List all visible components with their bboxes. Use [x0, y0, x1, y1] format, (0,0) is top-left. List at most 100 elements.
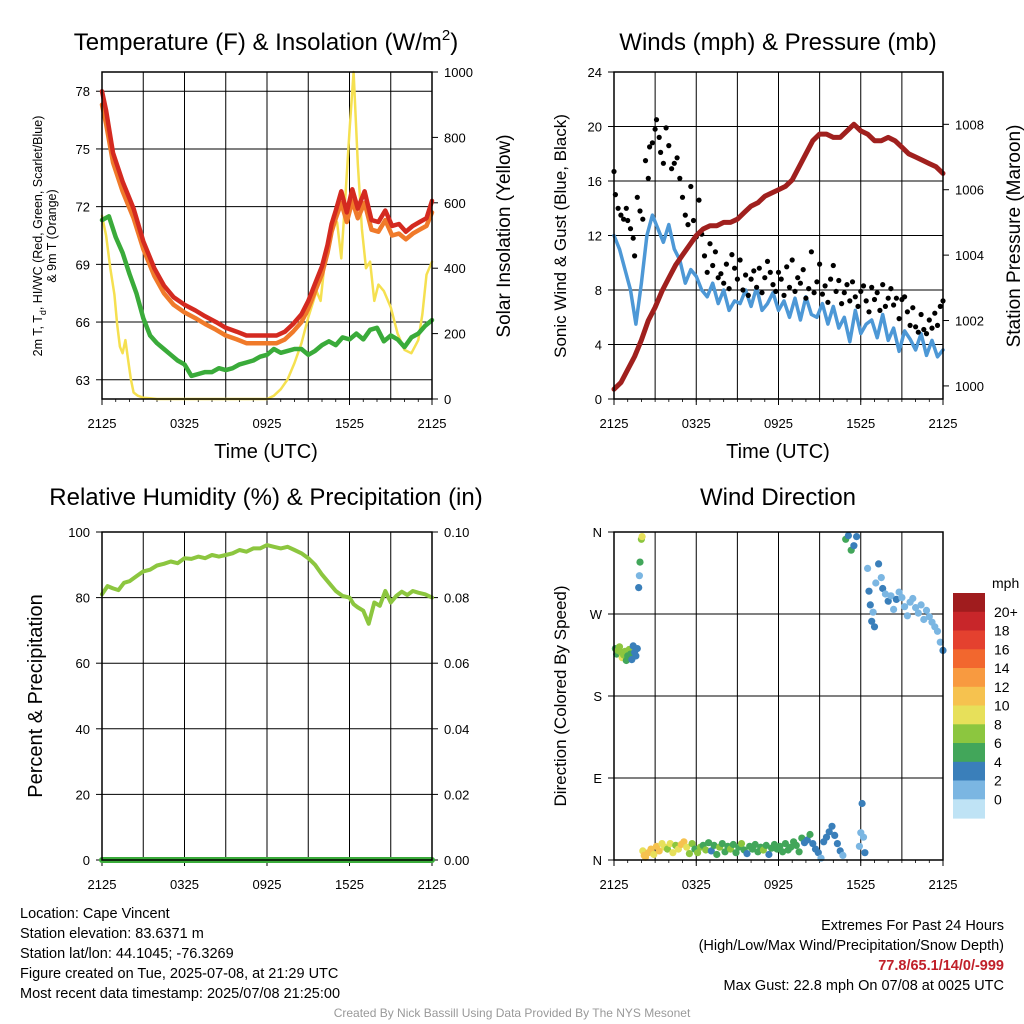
dir-point: [859, 833, 868, 841]
rh-series-humidity: [100, 543, 434, 626]
wind-gust-point: [701, 253, 708, 259]
wind-gust-point: [759, 290, 765, 296]
wind-gust-point: [847, 298, 853, 304]
temp-xtick-label: 1525: [335, 416, 364, 431]
dir-point: [877, 574, 885, 582]
extremes-values: 77.8/65.1/14/0/-999: [878, 958, 1004, 974]
temp-series-dewpoint: [99, 214, 435, 379]
temp-ytick-label-right: 400: [444, 261, 466, 276]
wind-gust-point: [625, 217, 631, 224]
wind-gust-point: [737, 257, 743, 263]
wind-gust-point: [921, 326, 927, 333]
wind-plot: 0 4 8 12 16 20 24 1000 1002 1004 1006 1008 2125 0325 0…: [588, 65, 984, 431]
wind-gust-point: [660, 160, 667, 166]
wind-gust-point: [819, 291, 826, 297]
wind-gust-point: [627, 226, 634, 232]
wind-gust-point: [642, 158, 649, 164]
wind-gust-point: [817, 261, 823, 267]
rh-ytick-label-left: 60: [76, 656, 90, 671]
temp-ytick-label-left: 63: [76, 373, 90, 388]
wind-gust-point: [882, 303, 889, 309]
colorbar-label: 18: [994, 623, 1010, 639]
wind-gust-point: [729, 252, 735, 258]
wind-gust-point: [682, 212, 688, 218]
wind-gust-point: [623, 205, 629, 211]
dir-xtick-label: 0925: [764, 877, 793, 892]
dir-point: [635, 572, 644, 580]
wind-gust-point: [839, 301, 845, 307]
rh-xtick-label: 1525: [335, 877, 364, 892]
dir-point: [884, 597, 892, 605]
dir-point: [666, 840, 674, 848]
temp-ytick-label-left: 72: [76, 200, 90, 215]
wind-gust-point: [652, 126, 658, 132]
wind-gust-point: [756, 265, 762, 271]
wind-gust-point: [732, 265, 738, 271]
temp-series-temp9m: [99, 102, 435, 346]
dir-point: [936, 638, 944, 646]
temp-ytick-label-right: 1000: [444, 65, 473, 80]
wind-gust-point: [671, 160, 677, 166]
colorbar-swatch: [953, 799, 985, 819]
rh-ytick-label-right: 0.00: [444, 853, 469, 868]
dir-point: [683, 843, 691, 851]
dir-point: [737, 840, 746, 848]
dir-point: [917, 601, 925, 609]
wind-gust-point: [844, 282, 850, 288]
wind-gust-point: [677, 175, 683, 181]
svg-text:& 9m T (Orange): & 9m T (Orange): [45, 189, 59, 282]
station-location: Location: Cape Vincent: [20, 906, 170, 922]
temp-ytick-label-right: 600: [444, 196, 466, 211]
wind-gust-point: [740, 287, 746, 293]
wind-xtick-label: 2125: [929, 416, 958, 431]
wind-gust-point: [781, 292, 787, 298]
dir-point: [833, 840, 842, 848]
wind-gust-point: [674, 155, 680, 161]
dir-point: [732, 849, 740, 857]
dir-point: [814, 849, 822, 857]
temp-xtick-label: 2125: [418, 416, 447, 431]
temp-ytick-label-left: 75: [76, 142, 90, 157]
dir-point: [751, 840, 759, 849]
dir-point: [925, 613, 933, 621]
wind-gust-point: [770, 282, 776, 288]
wind-gust-point: [923, 331, 930, 337]
wind-gust-point: [621, 216, 627, 222]
wind-gust-point: [653, 117, 660, 123]
rh-ylabel-left: Percent & Precipitation: [25, 594, 47, 797]
dir-point: [680, 838, 688, 846]
wind-xlabel: Time (UTC): [726, 441, 830, 463]
wind-gust-point: [784, 264, 790, 270]
temp-series-temp: [99, 88, 435, 338]
rh-xtick-label: 0925: [253, 877, 282, 892]
speed-colorbar: 20+ 18 16 14 12 10 8 6 4 2 0: [953, 593, 1018, 819]
colorbar-swatch: [953, 743, 985, 763]
wind-ytick-label-left: 4: [595, 338, 602, 353]
rh-ytick-label-right: 0.02: [444, 787, 469, 802]
wind-gust-point: [797, 280, 804, 286]
wind-gust-point: [792, 288, 798, 294]
wind-gust-point: [849, 279, 856, 285]
colorbar-label: 6: [994, 735, 1002, 751]
temp-panel-title: Temperature (F) & Insolation (W/m2): [74, 27, 458, 56]
dir-point: [892, 595, 901, 604]
wind-gust-point: [786, 284, 793, 290]
station-info: Location: Cape Vincent Station elevation…: [20, 904, 340, 1004]
dir-point: [792, 841, 800, 850]
wind-gust-point: [795, 275, 801, 281]
rh-ytick-label-left: 100: [68, 525, 90, 540]
dir-point: [895, 588, 903, 596]
extremes-box: Extremes For Past 24 Hours (High/Low/Max…: [699, 916, 1004, 996]
wind-gust-point: [704, 269, 710, 275]
wind-gust-point: [934, 322, 941, 328]
dir-ytick-label: E: [593, 771, 602, 786]
dir-point: [914, 609, 922, 617]
dir-point: [881, 590, 890, 598]
wind-gust-point: [869, 284, 875, 290]
wind-gust-point: [904, 309, 911, 315]
dir-point: [920, 615, 928, 624]
dir-point: [869, 608, 877, 616]
wind-gust-point: [754, 284, 760, 290]
dir-ytick-label: S: [593, 689, 602, 704]
dir-ytick-label: N: [593, 525, 602, 540]
